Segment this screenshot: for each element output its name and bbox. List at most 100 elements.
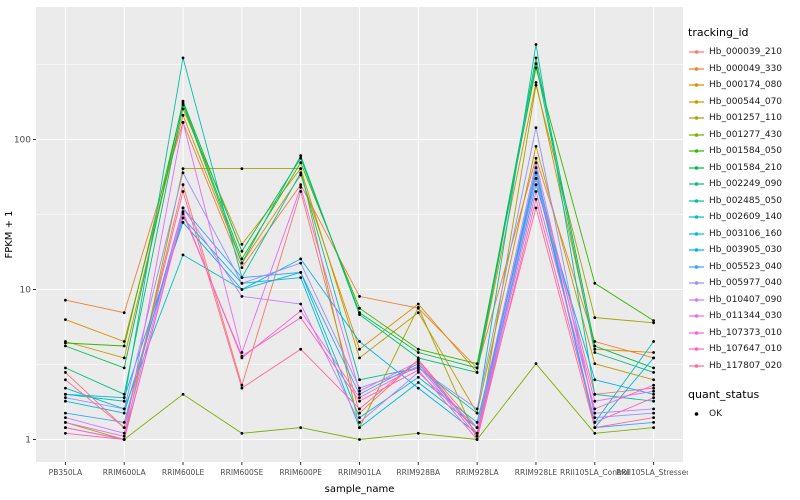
data-point — [534, 197, 538, 201]
data-point — [475, 421, 479, 424]
legend-item-label: Hb_001584_210 — [709, 162, 783, 173]
legend-item: Hb_010407_090 — [688, 292, 782, 309]
legend-item: Hb_001584_050 — [688, 143, 782, 160]
data-point — [181, 121, 185, 124]
legend-item-label: Hb_005977_040 — [709, 278, 783, 289]
data-point — [358, 426, 361, 429]
legend-title-quant-status: quant_status — [688, 388, 760, 401]
line-key-icon — [689, 215, 704, 220]
data-point — [534, 177, 538, 180]
legend-item: Hb_002485_050 — [688, 193, 782, 210]
data-point — [122, 426, 126, 429]
data-point — [240, 354, 244, 358]
legend-color-items: Hb_000039_210 Hb_000049_330 Hb_000174_080 H… — [688, 44, 782, 374]
data-point — [358, 295, 361, 298]
x-tick-label: RRIM600PE — [279, 468, 322, 477]
data-point — [416, 306, 420, 309]
x-tick-label: RRIM600LA — [103, 468, 147, 477]
x-tick-label: RRIM600LE — [162, 468, 205, 477]
data-point — [416, 364, 420, 368]
data-point — [299, 185, 303, 189]
data-point — [299, 276, 303, 279]
point-key-icon — [694, 412, 699, 417]
data-point — [416, 358, 420, 362]
data-point — [358, 356, 361, 360]
data-point — [475, 366, 479, 370]
data-point — [64, 386, 67, 390]
data-point — [299, 271, 303, 274]
legend-title-tracking-id: tracking_id — [688, 26, 749, 39]
data-point — [240, 266, 244, 269]
legend-item: Hb_000544_070 — [688, 94, 782, 111]
data-point — [64, 411, 67, 415]
line-key-icon — [689, 363, 704, 368]
data-point — [475, 411, 479, 415]
data-point — [652, 321, 655, 325]
y-tick-label: 100 — [14, 136, 31, 146]
legend-item-label: Hb_107373_010 — [709, 327, 783, 338]
data-point — [475, 371, 479, 374]
data-point — [475, 426, 479, 429]
legend-item: Hb_005523_040 — [688, 259, 782, 276]
data-point — [64, 298, 67, 302]
data-point — [358, 386, 361, 390]
data-point — [652, 389, 655, 393]
legend-item-label: Hb_000174_080 — [709, 80, 783, 91]
legend-item: Hb_107647_010 — [688, 341, 782, 358]
data-point — [240, 351, 244, 354]
data-point — [299, 167, 303, 171]
data-point — [181, 210, 185, 214]
data-point — [416, 351, 420, 354]
data-point — [240, 242, 244, 246]
data-point — [299, 309, 303, 313]
legend-item-label: Hb_000039_210 — [709, 47, 783, 58]
data-point — [593, 344, 597, 348]
data-point — [240, 276, 244, 279]
legend-item-label: Hb_002249_090 — [709, 179, 783, 190]
data-point — [652, 351, 655, 354]
data-point — [652, 319, 655, 322]
data-point — [593, 340, 597, 343]
data-point — [475, 407, 479, 411]
legend-item-label: Hb_011344_030 — [709, 311, 783, 322]
data-point — [181, 392, 185, 396]
data-point — [299, 316, 303, 319]
data-point — [240, 295, 244, 298]
data-point — [534, 362, 538, 366]
data-point — [593, 399, 597, 403]
line-key-icon — [689, 198, 704, 203]
data-point — [122, 344, 126, 348]
data-point — [181, 107, 185, 111]
data-point — [64, 344, 67, 348]
data-point — [299, 302, 303, 306]
legend-item: Hb_107373_010 — [688, 325, 782, 342]
data-point — [593, 407, 597, 411]
data-point — [593, 426, 597, 429]
data-point — [122, 340, 126, 343]
data-point — [181, 171, 185, 175]
data-point — [652, 386, 655, 390]
legend-item: Hb_117807_020 — [688, 358, 782, 375]
data-point — [593, 351, 597, 354]
data-point — [181, 212, 185, 216]
line-key-icon — [689, 297, 704, 302]
legend-item: Hb_003905_030 — [688, 242, 782, 259]
line-key-icon — [689, 66, 704, 71]
legend-item-label: Hb_001277_430 — [709, 129, 783, 140]
data-point — [358, 416, 361, 419]
data-point — [416, 311, 420, 315]
data-point — [358, 306, 361, 310]
data-point — [534, 183, 538, 187]
data-point — [358, 411, 361, 415]
line-key-icon — [689, 149, 704, 154]
legend-item-label: Hb_002609_140 — [709, 212, 783, 223]
data-point — [299, 257, 303, 261]
line-key-icon — [689, 83, 704, 88]
data-point — [652, 411, 655, 415]
legend-item: Hb_001257_110 — [688, 110, 782, 127]
data-point — [475, 431, 479, 435]
data-point — [122, 438, 126, 441]
data-point — [64, 341, 67, 345]
data-point — [652, 421, 655, 424]
